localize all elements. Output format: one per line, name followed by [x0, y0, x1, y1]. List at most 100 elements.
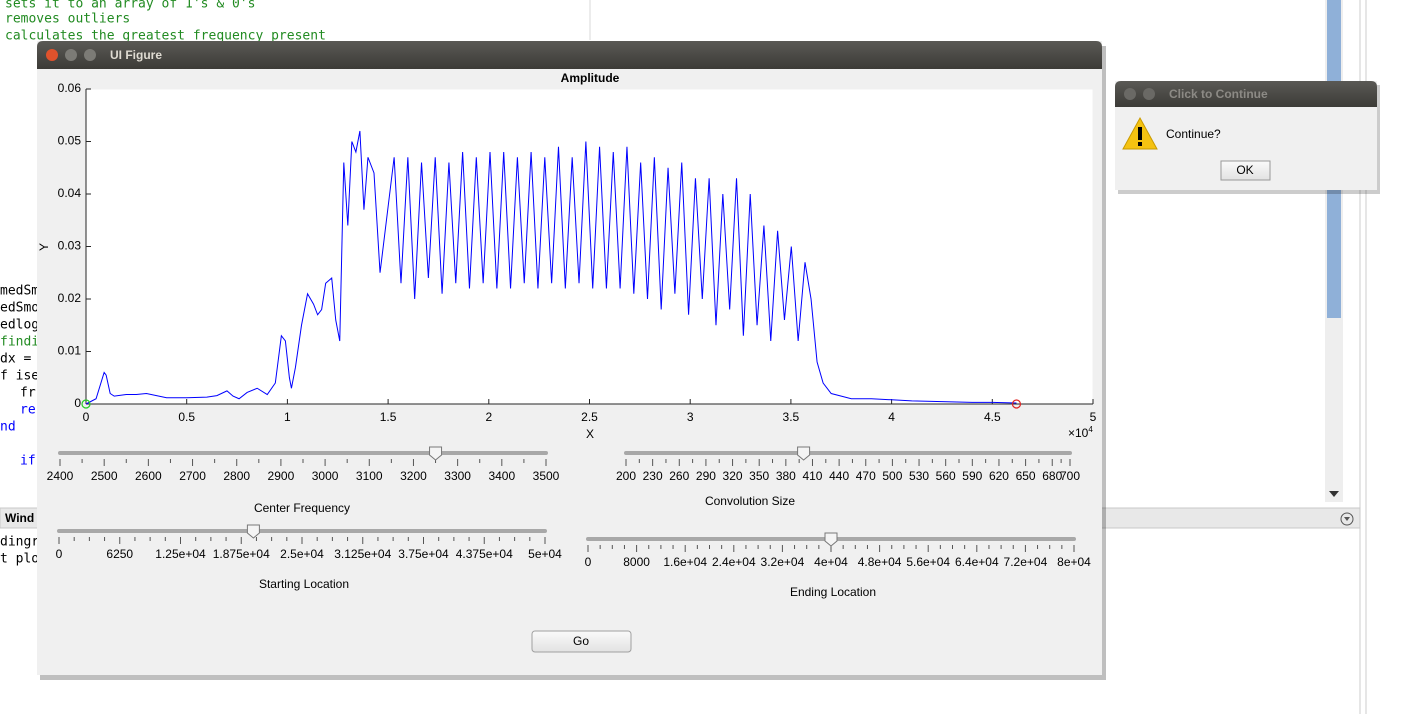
data-line	[85, 130, 1017, 405]
dropdown-button[interactable]	[1340, 512, 1354, 526]
slider-tick-label: 560	[936, 469, 956, 483]
slider-thumb[interactable]	[824, 532, 838, 547]
slider-tick-label: 2.4e+04	[712, 555, 756, 569]
slider-tick-label: 620	[989, 469, 1009, 483]
code-comment: removes outliers	[5, 12, 130, 27]
ok-button[interactable]	[1220, 160, 1271, 181]
slider-tick-label: 7.2e+04	[1004, 555, 1048, 569]
slider-tick-label: 590	[962, 469, 982, 483]
x-axis-label: X	[586, 427, 594, 441]
x-multiplier: ×104	[1068, 425, 1093, 440]
code-line: fr	[20, 386, 36, 401]
slider-tick-label: 530	[909, 469, 929, 483]
slider-tick-label: 1.875e+04	[213, 547, 270, 561]
slider-tick-label: 3500	[533, 469, 560, 483]
slider-tick-label: 380	[776, 469, 796, 483]
chart-title: Amplitude	[561, 71, 620, 85]
y-tick-label: 0.06	[58, 81, 82, 95]
window-title: UI Figure	[110, 48, 162, 62]
x-tick-label: 5	[1090, 410, 1097, 424]
slider-label: Starting Location	[259, 577, 349, 591]
slider-tick-label: 2600	[135, 469, 162, 483]
code-line: findi	[0, 335, 39, 350]
x-tick-label: 2	[485, 410, 492, 424]
x-tick-label: 4.5	[984, 410, 1001, 424]
code-line: re	[20, 403, 36, 418]
maximize-button[interactable]	[84, 49, 96, 61]
slider-tick-label: 4e+04	[814, 555, 848, 569]
y-tick-label: 0	[74, 396, 81, 410]
slider-tick-label: 4.8e+04	[858, 555, 902, 569]
slider-tick-label: 6250	[106, 547, 133, 561]
scroll-arrow[interactable]	[1329, 491, 1339, 497]
minimize-button[interactable]	[65, 49, 77, 61]
slider-tick-label: 3.125e+04	[334, 547, 391, 561]
dialog-message: Continue?	[1166, 127, 1221, 141]
go-button[interactable]	[531, 630, 632, 653]
slider-tick-label: 680	[1042, 469, 1062, 483]
slider-tick-label: 4.375e+04	[456, 547, 513, 561]
slider-tick-label: 2400	[47, 469, 74, 483]
command-line: t plo	[0, 552, 39, 567]
slider-tick-label: 2700	[179, 469, 206, 483]
x-tick-label: 1	[284, 410, 291, 424]
slider-tick-label: 3000	[312, 469, 339, 483]
x-tick-label: 3.5	[783, 410, 800, 424]
code-comment: sets it to an array of 1's & 0's	[5, 0, 255, 12]
slider-tick-label: 3200	[400, 469, 427, 483]
slider-thumb[interactable]	[246, 524, 260, 539]
slider-tick-label: 230	[643, 469, 663, 483]
dropdown-arrow	[1344, 517, 1350, 521]
x-multiplier-base: ×10	[1068, 426, 1089, 440]
slider-tick-label: 5e+04	[528, 547, 562, 561]
y-tick-label: 0.01	[58, 344, 82, 358]
point-marker	[81, 399, 91, 409]
slider-thumb[interactable]	[429, 446, 443, 461]
x-tick-label: 4	[888, 410, 895, 424]
dialog-close[interactable]	[1124, 88, 1136, 100]
dialog-title-bar	[1115, 81, 1377, 107]
slider-tick-label: 2900	[268, 469, 295, 483]
slider-tick-label: 5.6e+04	[906, 555, 950, 569]
slider-label: Ending Location	[790, 585, 876, 599]
x-tick-label: 1.5	[380, 410, 397, 424]
chart: 0 0.01 0.02 0.03 0.04 0.05 0.06 0 0.5 1 1.5 2 2.5 3 3.…	[47, 81, 1097, 599]
slider-tick-label: 1.25e+04	[155, 547, 206, 561]
slider-tick-label: 2500	[91, 469, 118, 483]
slider-thumb[interactable]	[797, 446, 811, 461]
slider-tick-label: 320	[723, 469, 743, 483]
x-tick-label: 0.5	[178, 410, 195, 424]
slider-tick-label: 410	[802, 469, 822, 483]
warning-dot	[1138, 142, 1142, 146]
slider-tick-label: 260	[669, 469, 689, 483]
y-tick-label: 0.03	[58, 239, 82, 253]
close-button[interactable]	[46, 49, 58, 61]
dialog-title: Click to Continue	[1169, 87, 1268, 101]
title-bar	[37, 41, 1102, 69]
y-tick-label: 0.02	[58, 291, 82, 305]
slider-label: Center Frequency	[254, 501, 350, 515]
slider-tick-label: 6.4e+04	[955, 555, 999, 569]
x-multiplier-exponent: 4	[1088, 425, 1093, 434]
code-line: f ise	[0, 369, 39, 384]
slider-tick-label: 2.5e+04	[280, 547, 324, 561]
x-tick-label: 3	[687, 410, 694, 424]
slider-tick-label: 3100	[356, 469, 383, 483]
slider-tick-label: 700	[1060, 469, 1080, 483]
y-axis-label: Y	[37, 243, 51, 251]
code-line: edSmo	[0, 301, 39, 316]
slider-tick-label: 8000	[623, 555, 650, 569]
warning-mark	[1138, 127, 1142, 140]
go-button-label: Go	[573, 634, 589, 648]
code-line: if	[20, 454, 36, 469]
point-marker	[1011, 399, 1022, 409]
slider-tick-label: 470	[856, 469, 876, 483]
command-window-title: Wind	[5, 511, 34, 525]
slider-tick-label: 1.6e+04	[663, 555, 707, 569]
slider-tick-label: 3400	[488, 469, 515, 483]
slider-tick-label: 290	[696, 469, 716, 483]
dialog-minimize[interactable]	[1143, 88, 1155, 100]
code-comment: calculates the greatest frequency presen…	[5, 29, 326, 44]
slider-tick-label: 0	[585, 555, 592, 569]
